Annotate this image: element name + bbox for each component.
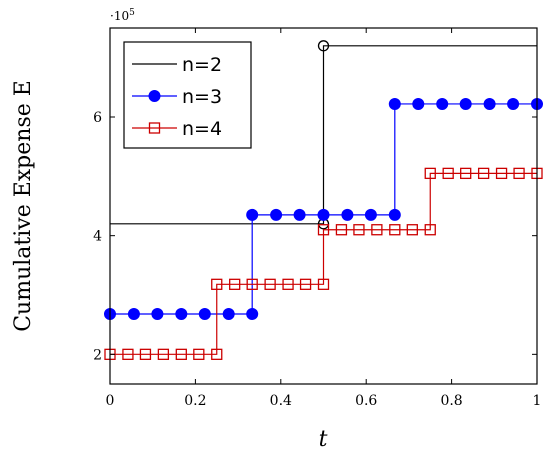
legend-label: n=4 xyxy=(182,118,222,140)
legend: n=2 n=3 n=4 xyxy=(123,41,252,149)
series-point xyxy=(293,208,306,221)
series-point xyxy=(424,167,436,180)
series-point xyxy=(193,348,205,360)
series-point xyxy=(353,224,365,236)
series-point xyxy=(317,40,330,52)
y-tick-label: 6 xyxy=(93,110,102,126)
legend-label: n=3 xyxy=(182,86,222,108)
series-point xyxy=(459,97,472,110)
series-point xyxy=(317,208,330,221)
series-point xyxy=(151,307,164,320)
series-point xyxy=(246,307,259,320)
series-point xyxy=(127,307,140,320)
legend-label: n=2 xyxy=(182,54,222,76)
series-point xyxy=(270,208,283,221)
series-point xyxy=(477,167,490,180)
series-point xyxy=(157,348,170,360)
legend-item: n=2 xyxy=(132,54,222,76)
series-point xyxy=(246,278,258,290)
series-line xyxy=(110,45,537,225)
series-point xyxy=(442,167,454,180)
y-scale-exponent: 5 xyxy=(129,8,135,18)
x-tick-label: 0 xyxy=(106,393,115,409)
legend-item: n=4 xyxy=(132,118,222,140)
series-point xyxy=(175,348,187,360)
series-n=3 xyxy=(104,97,543,320)
y-scale-label: ·105 xyxy=(110,8,135,23)
x-tick-label: 0.6 xyxy=(355,393,377,409)
legend-item: n=3 xyxy=(132,86,222,108)
series-point xyxy=(495,167,508,180)
series-line xyxy=(110,172,537,355)
series-point xyxy=(406,224,418,236)
series-point xyxy=(483,97,496,110)
series-point xyxy=(513,167,525,180)
series-point xyxy=(335,224,348,236)
series-point xyxy=(389,224,401,236)
series-point xyxy=(341,208,354,221)
y-tick-label: 4 xyxy=(93,229,102,245)
series-point xyxy=(388,97,401,110)
series-point xyxy=(436,97,449,110)
series-point xyxy=(424,224,436,236)
x-tick-label: 0.8 xyxy=(440,393,462,409)
series-point xyxy=(148,122,161,134)
series-point xyxy=(229,278,241,290)
series-point xyxy=(412,97,425,110)
series-point xyxy=(198,307,211,320)
series-point xyxy=(122,348,134,360)
series-point xyxy=(175,307,188,320)
series-point xyxy=(364,208,377,221)
y-axis-title: Cumulative Expense E xyxy=(11,80,36,332)
series-point xyxy=(246,208,259,221)
x-tick-label: 1 xyxy=(533,393,542,409)
x-tick-label: 0.2 xyxy=(184,393,206,409)
series-point xyxy=(222,307,235,320)
series-point xyxy=(507,97,520,110)
series-point xyxy=(460,167,472,180)
legend-box xyxy=(123,41,252,149)
plot-area-frame xyxy=(109,27,538,385)
series-point xyxy=(139,348,152,360)
series-point xyxy=(211,348,223,360)
x-axis-title: t xyxy=(319,427,328,452)
series-point xyxy=(299,278,312,290)
series-point xyxy=(148,90,161,102)
series-point xyxy=(317,224,330,236)
y-tick-label: 2 xyxy=(93,347,102,363)
series-n=4 xyxy=(104,167,543,360)
series-point xyxy=(264,278,276,290)
series-point xyxy=(317,278,330,290)
series-point xyxy=(282,278,294,290)
series-point xyxy=(371,224,383,236)
series-point xyxy=(388,208,401,221)
x-tick-label: 0.4 xyxy=(270,393,292,409)
series-point xyxy=(211,278,223,290)
